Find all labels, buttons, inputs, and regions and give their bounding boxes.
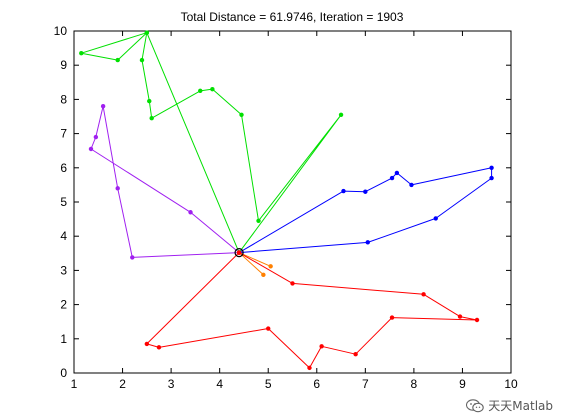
customer-point [147,98,152,104]
y-tick-label: 0 [60,366,67,380]
y-tick-label: 5 [60,195,67,209]
customer-point [130,255,135,260]
customer-point [149,116,154,121]
x-tick-label: 2 [119,377,126,391]
customer-point [100,104,106,109]
chart-title: Total Distance = 61.9746, Iteration = 19… [181,10,404,24]
customer-point [144,341,150,347]
customer-point [188,210,193,215]
y-tick-label: 6 [60,161,67,175]
route-line [80,32,342,253]
y-tick-label: 8 [60,92,67,106]
customer-point [365,240,370,245]
customer-point [389,315,395,320]
customer-point [319,344,324,349]
x-tick-label: 5 [265,377,272,391]
customer-point [256,218,261,224]
customer-point [88,146,94,152]
y-tick-label: 7 [60,127,67,141]
customer-point [261,272,266,278]
customer-point [144,30,150,35]
customer-point [139,57,145,63]
x-tick-label: 3 [168,377,175,391]
customer-point [389,175,395,181]
watermark-text: 天天Matlab [488,399,553,413]
customer-point [93,134,99,140]
customer-point [115,186,120,191]
customer-point [236,250,242,255]
y-tick-label: 3 [60,263,67,277]
depot [234,248,244,258]
x-tick-label: 4 [216,377,223,391]
customer-point [307,365,312,371]
x-tick-label: 8 [411,377,418,391]
y-tick-label: 9 [60,58,67,72]
customer-point [115,57,120,63]
customer-point [268,264,273,269]
customer-point [290,281,295,286]
customer-point [156,345,162,350]
x-tick-label: 1 [71,377,78,391]
depot-marker [234,248,244,258]
customer-point [338,112,344,117]
customer-point [239,112,244,117]
customer-point [363,189,368,194]
customer-point [489,165,494,170]
axis-ticks [73,30,512,374]
x-tick-label: 9 [459,377,466,391]
customer-point [210,86,215,92]
customer-point [341,188,346,194]
route-line [90,105,240,258]
customer-point [79,51,84,56]
customer-point [353,351,358,357]
route-5 [144,250,480,371]
x-tick-label: 10 [504,377,518,391]
x-tick-label: 7 [362,377,369,391]
axes-box [73,30,512,374]
customer-point [474,317,480,323]
customer-point [266,326,271,331]
customer-point [457,314,463,319]
watermark: 天天Matlab [466,397,553,414]
x-tick-label: 6 [313,377,320,391]
y-tick-label: 10 [54,24,68,38]
customer-point [433,216,438,221]
customer-point [489,175,494,181]
customer-point [409,182,414,188]
customer-point [421,292,426,297]
y-tick-label: 4 [60,229,67,243]
route-series [79,30,494,371]
y-tick-label: 1 [60,332,67,346]
customer-point [198,88,203,94]
y-tick-label: 2 [60,298,67,312]
customer-point [394,170,400,176]
wechat-icon [466,398,485,412]
